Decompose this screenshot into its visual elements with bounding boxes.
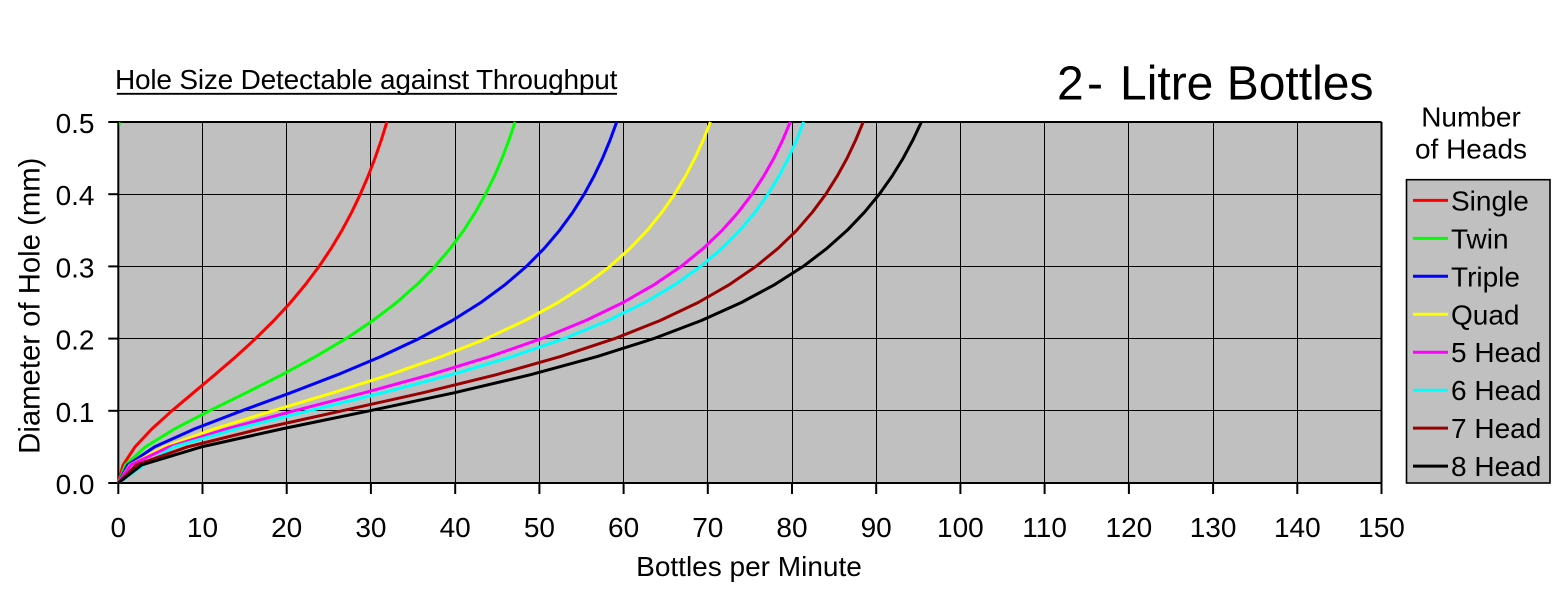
svg-text:130: 130 [1190,512,1237,543]
svg-text:100: 100 [937,512,984,543]
svg-text:10: 10 [187,512,218,543]
svg-text:120: 120 [1106,512,1153,543]
svg-text:Diameter of Hole (mm): Diameter of Hole (mm) [14,158,47,454]
svg-text:0.3: 0.3 [56,252,95,283]
svg-text:5 Head: 5 Head [1451,337,1541,368]
svg-text:80: 80 [776,512,807,543]
svg-text:8 Head: 8 Head [1451,451,1541,482]
svg-text:Single: Single [1451,185,1529,216]
svg-text:0: 0 [111,512,127,543]
svg-text:6 Head: 6 Head [1451,375,1541,406]
svg-text:0.5: 0.5 [56,108,95,139]
svg-text:110: 110 [1022,512,1067,543]
svg-text:0.4: 0.4 [56,180,95,211]
svg-text:Litre Bottles: Litre Bottles [1120,58,1373,111]
svg-text:-: - [1087,58,1103,111]
svg-text:Triple: Triple [1451,261,1520,292]
svg-text:30: 30 [355,512,386,543]
svg-text:Number: Number [1421,102,1521,133]
svg-text:150: 150 [1358,512,1405,543]
svg-text:20: 20 [271,512,302,543]
svg-text:40: 40 [440,512,471,543]
svg-text:90: 90 [861,512,892,543]
svg-text:60: 60 [608,512,639,543]
svg-text:70: 70 [692,512,723,543]
svg-text:Quad: Quad [1451,299,1520,330]
svg-text:Twin: Twin [1451,223,1509,254]
svg-text:0.1: 0.1 [56,397,95,428]
svg-text:Hole Size Detectable against T: Hole Size Detectable against Throughput [115,64,618,95]
svg-text:2: 2 [1057,58,1084,111]
svg-text:of Heads: of Heads [1415,134,1527,165]
svg-text:7 Head: 7 Head [1451,413,1541,444]
svg-text:50: 50 [524,512,555,543]
svg-text:140: 140 [1274,512,1321,543]
svg-text:0.0: 0.0 [56,469,95,500]
svg-text:Bottles per Minute: Bottles per Minute [636,551,862,582]
svg-text:0.2: 0.2 [56,325,95,356]
